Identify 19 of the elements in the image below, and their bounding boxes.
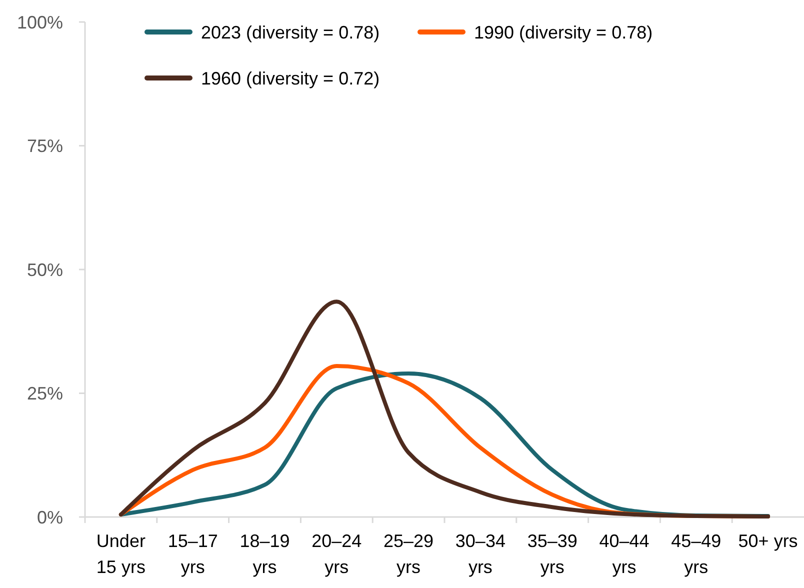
legend-label: 2023 (diversity = 0.78) [201,22,380,42]
x-tick-label: 20–24 yrs [312,531,362,577]
x-tick-label: 18–19 yrs [240,531,290,577]
legend-label: 1990 (diversity = 0.78) [474,22,653,42]
line-series [118,300,770,519]
y-tick-label: 100% [16,12,63,32]
x-tick-label: Under 15 yrs [96,531,146,577]
x-tick-label: 40–44 yrs [599,531,650,577]
x-tick-label: 30–34 yrs [455,531,506,577]
x-tick-label: 45–49 yrs [671,531,722,577]
x-tick-label: 25–29 yrs [384,531,434,577]
y-tick-label: 0% [36,507,63,528]
x-tick-label: 15–17 yrs [168,531,218,577]
legend-label: 1960 (diversity = 0.72) [201,68,380,88]
x-tick-label: 35–39 yrs [527,531,578,577]
y-tick-label: 25% [26,384,63,404]
x-tick-label: 50+ yrs [738,531,798,551]
y-tick-label: 50% [26,260,63,280]
y-tick-label: 75% [26,136,63,156]
